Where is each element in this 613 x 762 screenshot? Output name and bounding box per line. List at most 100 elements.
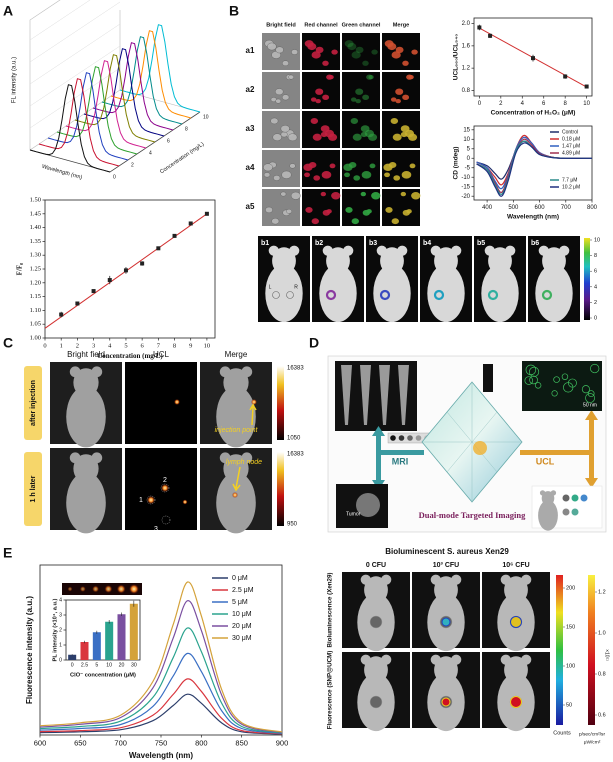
x-axis-label: Wavelength (nm) [507,214,559,221]
data-point [172,233,177,238]
x-tick-label: 600 [535,205,546,211]
colorbar-tick-label: 200 [566,585,575,591]
colorbar-tick-label: 150 [566,624,575,630]
mouse-head [272,247,296,275]
x-axis-label: ClO⁻ concentration (μM) [70,673,136,679]
wall-grid [29,0,201,151]
data-point [477,25,482,30]
column-header: 10³ CFU [433,562,459,569]
cell [328,74,334,80]
y-tick-label: 1.50 [30,196,41,203]
mouse-ear [550,490,557,496]
cell [352,133,362,141]
cell [368,74,374,80]
x-tick-label: 800 [195,739,208,748]
mouse-ear [219,366,231,378]
tem-cell [563,382,574,393]
mouse-ear [360,574,371,585]
mouse-ear [451,574,462,585]
column-header: 0 CFU [366,562,386,569]
cell [326,209,332,214]
mouse-body [66,472,106,534]
x-tick-label: 7 [157,342,161,349]
cell [311,218,320,225]
x-tick-label: 5 [95,662,98,668]
cell [270,117,279,125]
legend-label: 20 μM [232,623,252,630]
mouse-head [488,247,512,275]
cell [315,88,324,95]
organ [571,494,579,502]
mode-label: UCL [536,456,555,466]
y-axis-label: Fluorescence intensity (a.u.) [25,596,34,704]
cell [275,88,284,96]
cell [275,98,282,104]
panel-label: C [3,335,13,351]
mode-label: MRI [392,456,409,466]
y-tick-label: 1 [59,642,62,648]
x-tick-label: 0 [43,342,46,349]
mouse-head [364,656,388,684]
cell [281,94,290,101]
column-header: Bright field [67,350,105,359]
cell [411,192,421,200]
site-label: R [294,284,298,290]
wall-grid [29,67,121,129]
x-tick-label: 1 [60,342,63,349]
tumor-signal [433,289,445,301]
depth-tick-label: 10 [203,114,209,120]
depth-tick-label: 6 [167,138,170,144]
mouse-ear [430,574,441,585]
colorbar-label: 16383 [287,452,304,458]
site-label: L [269,284,272,290]
mri-dot [407,435,413,441]
series-line [476,142,593,197]
mouse-ear [505,245,516,256]
mouse-body [535,264,573,323]
mouse-ear [91,366,103,378]
data-point [188,221,193,226]
x-tick-label: 2.5 [81,662,88,668]
spectrum-curve [56,66,138,155]
cell [310,117,319,124]
organ [580,494,588,502]
tem-cell [529,375,538,385]
legend-label: Control [562,129,578,135]
x-axis-label: Concentration (mg/L) [97,352,163,360]
legend-label: 0 μM [232,575,248,582]
cell [329,163,336,169]
legend-label: 0.18 μM [562,136,580,142]
micrograph [342,33,380,70]
legend-label: 10.2 μM [562,184,580,190]
mri-tube [341,365,352,425]
row-label: Fluorescence (SNP@UCM) [327,651,334,730]
y-tick-label: 1.15 [30,293,41,300]
cell [355,46,364,54]
colorbar-tick-label: 2 [594,300,597,306]
mouse-label: b2 [315,240,323,247]
x-tick-label: 6 [542,101,546,107]
series-line [39,627,283,734]
colorbar [588,575,595,725]
panel-title: Bioluminescent S. aureus Xen29 [385,547,509,556]
cell [395,88,404,95]
column-header: UCL [153,350,170,359]
mouse-body [66,386,106,448]
x-tick-label: 20 [119,662,125,668]
mouse-ear [91,452,103,464]
mouse-head [434,656,458,684]
annotation: injection point [215,427,259,434]
cell [282,60,289,67]
tumor-signal [541,289,553,301]
site-marker [272,291,280,299]
data-point [563,74,568,79]
x-tick-label: 10 [204,342,211,349]
cell [368,133,378,141]
mouse-body [265,264,303,323]
colorbar-unit: p/sec/cm²/sr [579,731,606,737]
mouse-ear [219,452,231,464]
annotation: lymph node [226,459,262,466]
mouse-ear [559,245,570,256]
x-tick-label: 30 [131,662,137,668]
cell [387,42,397,51]
